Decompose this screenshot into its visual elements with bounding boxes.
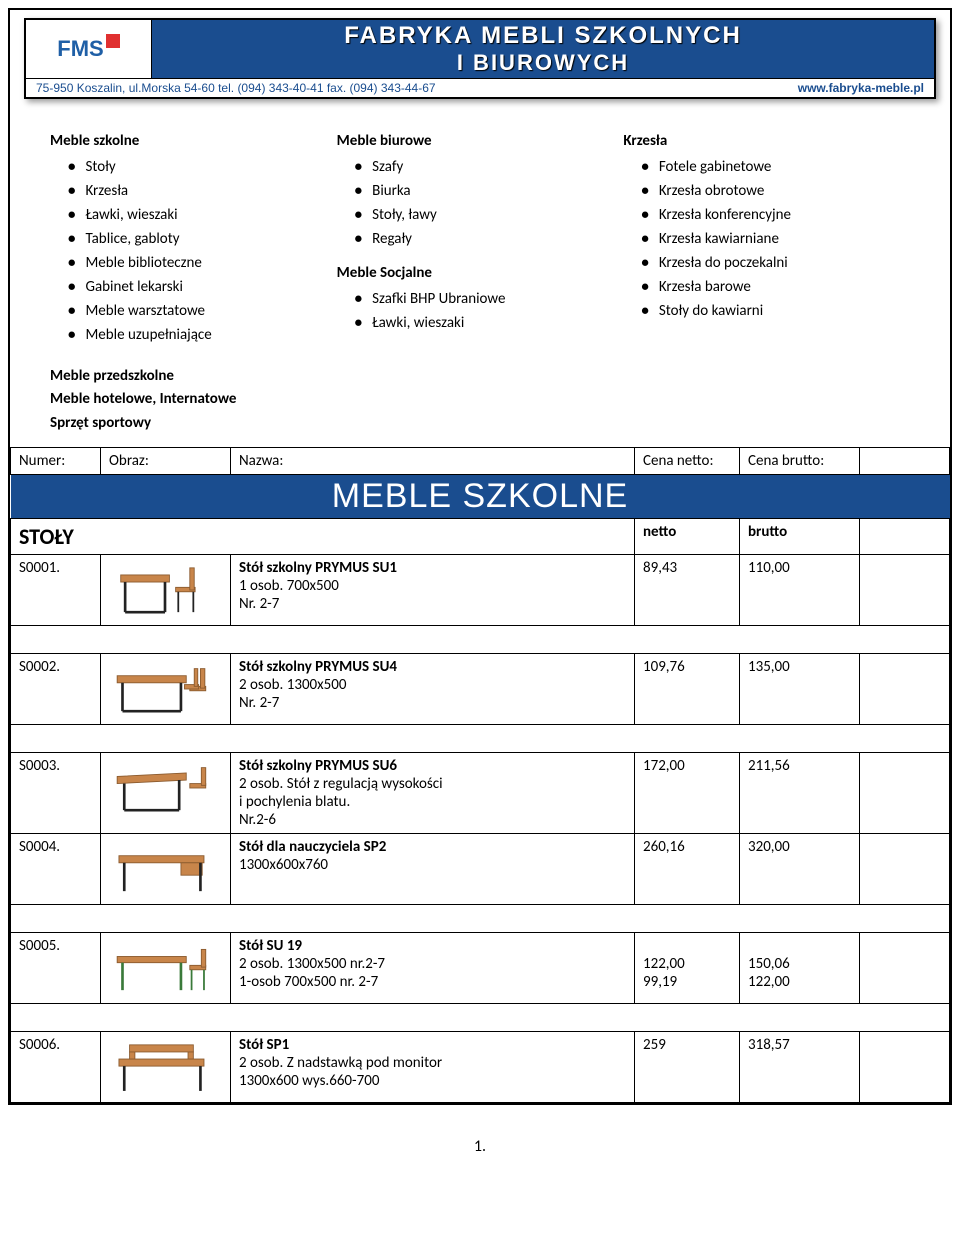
catalog-table: Numer: Obraz: Nazwa: Cena netto: Cena br… xyxy=(10,447,950,1103)
product-number: S0006. xyxy=(11,1031,101,1102)
category-item: Meble uzupełniające xyxy=(68,323,327,347)
th-numer: Numer: xyxy=(11,447,101,474)
logo-text: FMS xyxy=(57,36,103,61)
desk-icon xyxy=(109,757,221,819)
cat-col1-list: StołyKrzesłaŁawki, wieszakiTablice, gabl… xyxy=(50,155,327,347)
price-netto: 172,00 xyxy=(635,752,740,833)
product-name: Stół szkolny PRYMUS SU42 osob. 1300x500N… xyxy=(231,653,635,724)
category-item: Tablice, gabloty xyxy=(68,227,327,251)
price-netto: 260,16 xyxy=(635,833,740,904)
company-address: 75-950 Koszalin, ul.Morska 54-60 tel. (0… xyxy=(36,81,436,95)
product-name: Stół szkolny PRYMUS SU11 osob. 700x500Nr… xyxy=(231,554,635,625)
table-row: S0004. Stół dla nauczyciela SP21300x600x… xyxy=(11,833,950,904)
category-item: Biurka xyxy=(355,179,614,203)
category-item: Ławki, wieszaki xyxy=(68,203,327,227)
category-item: Meble warsztatowe xyxy=(68,299,327,323)
price-brutto: 318,57 xyxy=(740,1031,860,1102)
table-header-row: Numer: Obraz: Nazwa: Cena netto: Cena br… xyxy=(11,447,950,474)
desk-icon xyxy=(109,1036,221,1098)
category-item: Krzesła kawiarniane xyxy=(641,227,900,251)
cat-col3-heading: Krzesła xyxy=(623,129,900,153)
category-name: STOŁY xyxy=(11,518,635,554)
th-obraz: Obraz: xyxy=(101,447,231,474)
category-brutto-label: brutto xyxy=(740,518,860,554)
desk-icon xyxy=(109,658,221,720)
price-netto: 89,43 xyxy=(635,554,740,625)
extra-category-item: Sprzęt sportowy xyxy=(50,412,910,435)
category-item: Krzesła barowe xyxy=(641,275,900,299)
category-row: STOŁY netto brutto xyxy=(11,518,950,554)
desk-icon xyxy=(109,559,221,621)
price-brutto: 150,06122,00 xyxy=(740,932,860,1003)
extra-categories: Meble przedszkolneMeble hotelowe, Intern… xyxy=(50,365,910,435)
product-image xyxy=(101,554,231,625)
th-nazwa: Nazwa: xyxy=(231,447,635,474)
product-number: S0002. xyxy=(11,653,101,724)
table-row: S0001. Stół szkolny PRYMUS SU11 osob. 70… xyxy=(11,554,950,625)
page-number: 1. xyxy=(0,1113,960,1166)
company-url: www.fabryka-meble.pl xyxy=(798,81,924,95)
price-netto: 122,0099,19 xyxy=(635,932,740,1003)
category-item: Ławki, wieszaki xyxy=(355,311,614,335)
product-image xyxy=(101,653,231,724)
category-item: Szafy xyxy=(355,155,614,179)
product-number: S0003. xyxy=(11,752,101,833)
extra-category-item: Meble hotelowe, Internatowe xyxy=(50,388,910,411)
logo-square-icon xyxy=(106,34,120,48)
logo: FMS xyxy=(26,20,152,78)
price-brutto: 135,00 xyxy=(740,653,860,724)
banner-title-line2: I BIUROWYCH xyxy=(457,50,629,76)
category-item: Stoły xyxy=(68,155,327,179)
cat-col2b-heading: Meble Socjalne xyxy=(337,261,614,285)
category-item: Krzesła obrotowe xyxy=(641,179,900,203)
th-extra xyxy=(860,447,950,474)
product-number: S0005. xyxy=(11,932,101,1003)
product-name: Stół SP12 osob. Z nadstawką pod monitor1… xyxy=(231,1031,635,1102)
category-item: Regały xyxy=(355,227,614,251)
cat-col2a-list: SzafyBiurkaStoły, ławyRegały xyxy=(337,155,614,251)
category-item: Fotele gabinetowe xyxy=(641,155,900,179)
category-item: Meble biblioteczne xyxy=(68,251,327,275)
product-name: Stół szkolny PRYMUS SU62 osob. Stół z re… xyxy=(231,752,635,833)
desk-icon xyxy=(109,838,221,900)
price-netto: 259 xyxy=(635,1031,740,1102)
banner-title-line1: FABRYKA MEBLI SZKOLNYCH xyxy=(344,22,742,50)
category-item: Krzesła xyxy=(68,179,327,203)
product-name: Stół dla nauczyciela SP21300x600x760 xyxy=(231,833,635,904)
price-brutto: 110,00 xyxy=(740,554,860,625)
table-row: S0006. Stół SP12 osob. Z nadstawką pod m… xyxy=(11,1031,950,1102)
th-netto: Cena netto: xyxy=(635,447,740,474)
table-row: S0003. Stół szkolny PRYMUS SU62 osob. St… xyxy=(11,752,950,833)
cat-col3-list: Fotele gabinetoweKrzesła obrotoweKrzesła… xyxy=(623,155,900,323)
category-item: Krzesła konferencyjne xyxy=(641,203,900,227)
extra-category-item: Meble przedszkolne xyxy=(50,365,910,388)
table-row: S0005. Stół SU 192 osob. 1300x500 nr.2-7… xyxy=(11,932,950,1003)
product-image xyxy=(101,932,231,1003)
header-banner: FMS FABRYKA MEBLI SZKOLNYCH I BIUROWYCH … xyxy=(24,18,936,99)
section-title: MEBLE SZKOLNE xyxy=(11,475,950,518)
category-columns: Meble szkolne StołyKrzesłaŁawki, wieszak… xyxy=(50,129,910,347)
banner-title: FABRYKA MEBLI SZKOLNYCH I BIUROWYCH xyxy=(152,20,934,78)
category-item: Stoły, ławy xyxy=(355,203,614,227)
table-row: S0002. Stół szkolny PRYMUS SU42 osob. 13… xyxy=(11,653,950,724)
price-brutto: 211,56 xyxy=(740,752,860,833)
desk-icon xyxy=(109,937,221,999)
product-number: S0001. xyxy=(11,554,101,625)
product-name: Stół SU 192 osob. 1300x500 nr.2-71-osob … xyxy=(231,932,635,1003)
cat-col2b-list: Szafki BHP UbranioweŁawki, wieszaki xyxy=(337,287,614,335)
cat-col1-heading: Meble szkolne xyxy=(50,129,327,153)
category-item: Szafki BHP Ubraniowe xyxy=(355,287,614,311)
price-brutto: 320,00 xyxy=(740,833,860,904)
product-image xyxy=(101,752,231,833)
cat-col2a-heading: Meble biurowe xyxy=(337,129,614,153)
category-item: Krzesła do poczekalni xyxy=(641,251,900,275)
th-brutto: Cena brutto: xyxy=(740,447,860,474)
price-netto: 109,76 xyxy=(635,653,740,724)
category-item: Gabinet lekarski xyxy=(68,275,327,299)
category-netto-label: netto xyxy=(635,518,740,554)
category-item: Stoły do kawiarni xyxy=(641,299,900,323)
product-image xyxy=(101,833,231,904)
product-number: S0004. xyxy=(11,833,101,904)
product-image xyxy=(101,1031,231,1102)
